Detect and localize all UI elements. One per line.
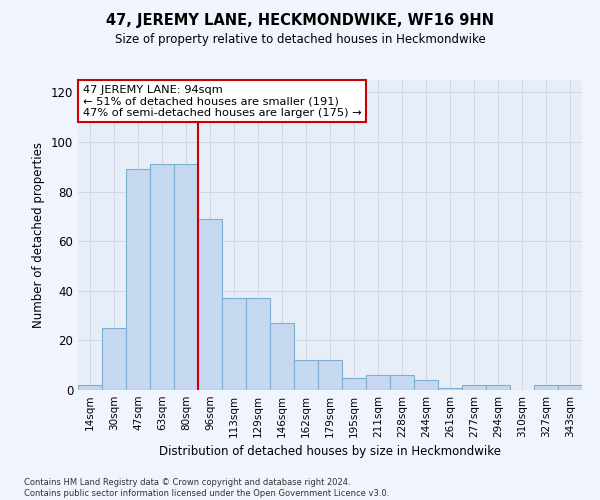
Text: Contains HM Land Registry data © Crown copyright and database right 2024.
Contai: Contains HM Land Registry data © Crown c…: [24, 478, 389, 498]
Y-axis label: Number of detached properties: Number of detached properties: [32, 142, 45, 328]
Bar: [270, 323, 294, 390]
Text: 47 JEREMY LANE: 94sqm
← 51% of detached houses are smaller (191)
47% of semi-det: 47 JEREMY LANE: 94sqm ← 51% of detached …: [83, 84, 362, 118]
Bar: [342, 378, 366, 390]
Bar: [174, 164, 198, 390]
Bar: [102, 328, 126, 390]
Bar: [558, 385, 582, 390]
Bar: [150, 164, 174, 390]
Bar: [222, 298, 246, 390]
Bar: [318, 360, 342, 390]
Bar: [198, 219, 222, 390]
Bar: [534, 385, 558, 390]
Bar: [390, 375, 414, 390]
Bar: [486, 385, 510, 390]
Bar: [462, 385, 486, 390]
Text: Size of property relative to detached houses in Heckmondwike: Size of property relative to detached ho…: [115, 32, 485, 46]
Bar: [438, 388, 462, 390]
Bar: [414, 380, 438, 390]
Text: 47, JEREMY LANE, HECKMONDWIKE, WF16 9HN: 47, JEREMY LANE, HECKMONDWIKE, WF16 9HN: [106, 12, 494, 28]
Bar: [366, 375, 390, 390]
Bar: [126, 170, 150, 390]
Bar: [78, 385, 102, 390]
Bar: [246, 298, 270, 390]
X-axis label: Distribution of detached houses by size in Heckmondwike: Distribution of detached houses by size …: [159, 446, 501, 458]
Bar: [294, 360, 318, 390]
